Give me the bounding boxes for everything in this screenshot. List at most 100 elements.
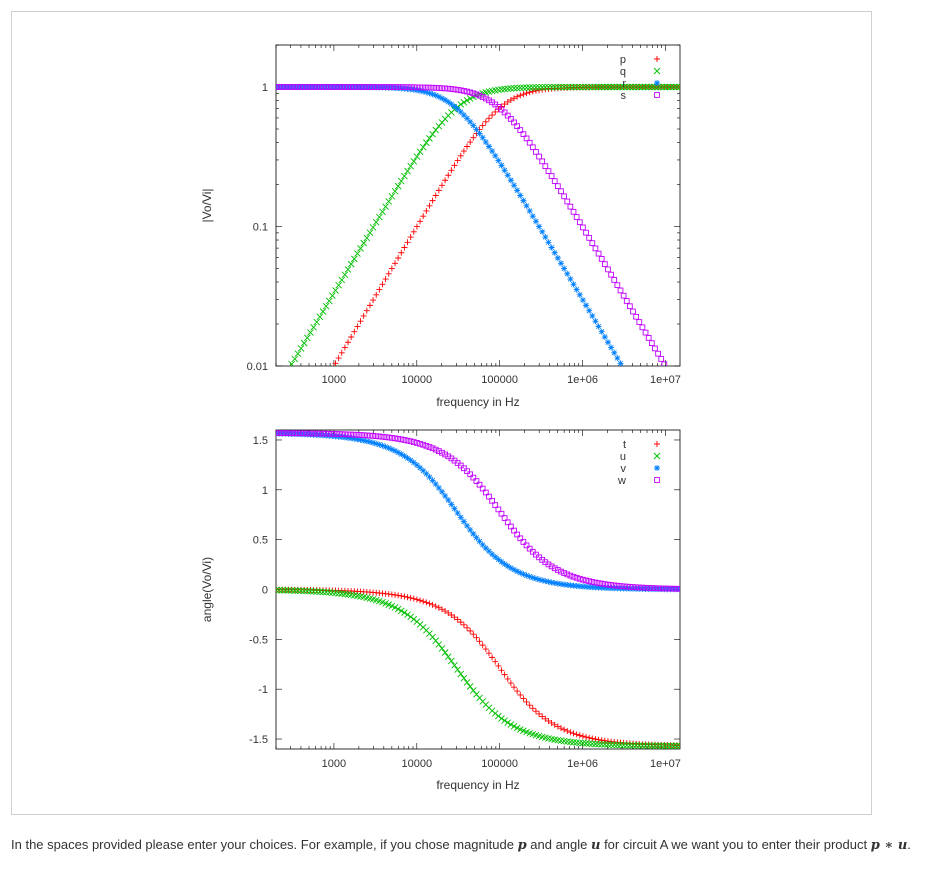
data-point [319,308,327,315]
data-point [536,153,542,160]
data-point [652,585,658,592]
data-point [413,87,420,94]
data-point [357,436,364,443]
data-point [457,108,464,115]
data-point [319,84,326,91]
data-point [517,127,524,133]
data-point [517,192,524,199]
series-u [276,586,680,749]
data-point [395,449,402,456]
data-point [394,182,402,190]
data-point [676,83,680,91]
data-point [520,695,527,702]
data-point [586,584,593,591]
data-point [354,250,361,257]
data-point [598,328,605,335]
data-point [398,85,405,92]
data-point [633,313,640,320]
data-point [420,84,427,91]
data-point [548,719,555,726]
data-point [297,587,305,595]
data-point [558,568,564,575]
data-point [520,197,527,204]
data-point [617,741,624,749]
data-point [276,430,283,437]
data-point [338,84,345,90]
data-point [435,484,442,491]
data-point [583,577,589,584]
data-point [392,435,398,442]
data-point [501,167,508,174]
data-point [342,431,348,438]
data-point [588,83,596,91]
data-point [454,616,461,623]
data-point [285,430,292,437]
data-point [300,587,308,595]
data-point [391,604,399,611]
data-point [360,312,367,319]
data-point [401,172,408,180]
data-point [492,108,499,115]
data-point [457,514,464,521]
data-point [388,84,395,91]
data-point [385,434,392,441]
magnitude-chart: 1000 10000 100000 1e+06 1e+07 0.01 0.1 1 frequen… [200,44,681,409]
data-point [398,592,405,599]
data-point [614,282,621,289]
data-point [404,84,411,91]
data-point [410,158,418,165]
data-point [360,84,367,91]
data-point [366,302,373,309]
data-point [385,445,392,452]
data-point [278,586,286,594]
data-point [382,434,389,440]
data-point [567,738,574,746]
data-point [404,167,411,175]
data-point [485,650,492,657]
data-point [651,586,658,593]
data-point [448,501,455,508]
data-point [435,604,442,611]
data-point [313,431,320,438]
data-point [423,207,430,214]
data-point [570,573,577,580]
data-point [395,85,402,92]
data-point [595,83,602,91]
data-point [607,741,615,749]
data-point [304,431,311,438]
data-point [413,462,420,469]
data-point [457,619,464,626]
data-point [385,270,392,277]
data-point [595,250,602,257]
data-point [504,172,511,179]
data-point [476,481,483,488]
data-point [529,705,536,712]
data-point [373,433,380,439]
data-point [476,92,483,99]
data-point [426,444,433,450]
data-point [561,193,567,200]
data-point [426,90,433,97]
data-point [351,84,358,90]
data-point [592,584,599,591]
data-point [417,84,423,91]
data-point [517,92,524,99]
data-point [661,586,668,593]
data-point [560,83,568,91]
legend-entry-t: t [623,439,626,451]
data-point [467,471,474,478]
data-point [564,571,571,578]
data-point [580,576,586,583]
data-point [460,621,467,628]
data-point [610,741,618,749]
data-point [658,585,665,592]
data-point [448,611,455,618]
data-point [551,580,558,587]
data-point [460,518,467,525]
data-point [407,594,414,601]
data-point [476,538,483,545]
data-point [563,83,571,91]
data-point [623,365,625,366]
data-point [294,350,302,357]
data-point [657,742,665,749]
